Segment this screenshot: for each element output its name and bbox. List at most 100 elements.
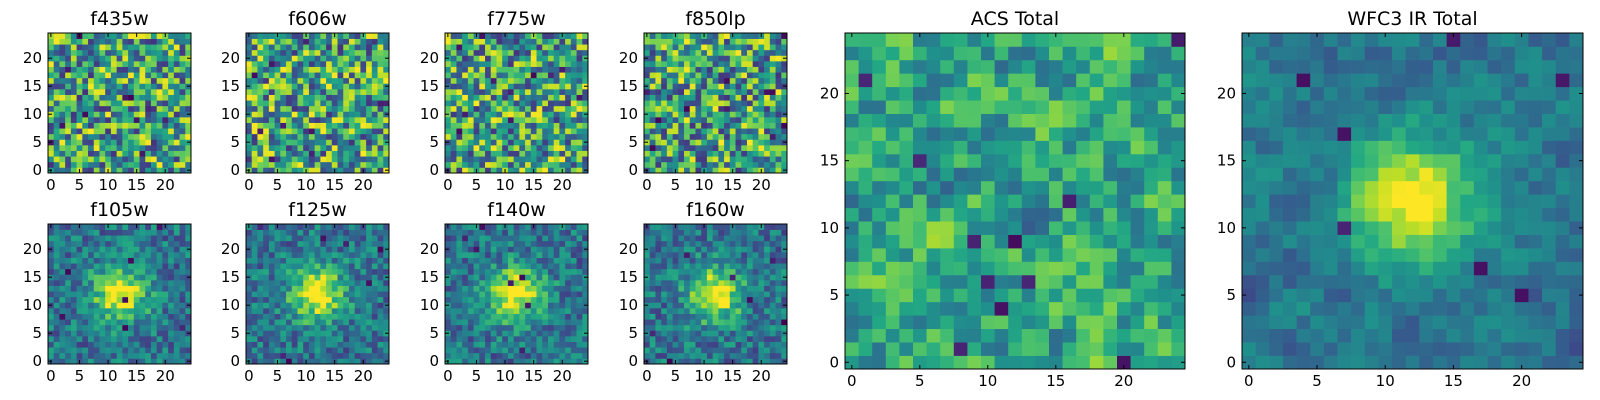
heatmap-cell	[485, 156, 492, 163]
heatmap-cell	[331, 83, 338, 90]
heatmap-cell	[128, 257, 135, 264]
heatmap-cell	[48, 235, 55, 242]
heatmap-cell	[366, 252, 373, 258]
heatmap-cell	[76, 145, 83, 151]
heatmap-cell	[331, 122, 338, 129]
heatmap-cell	[105, 156, 112, 163]
heatmap-cell	[76, 330, 83, 337]
heatmap-cell	[706, 117, 713, 123]
heatmap-cell	[490, 122, 497, 129]
heatmap-cell	[661, 117, 668, 123]
heatmap-cell	[570, 336, 577, 342]
heatmap-cell	[139, 274, 146, 281]
heatmap-cell	[122, 296, 129, 303]
heatmap-cell	[507, 94, 514, 101]
heatmap-cell	[308, 285, 315, 292]
heatmap-cell	[706, 280, 713, 286]
heatmap-cell	[479, 44, 486, 51]
heatmap-cell	[661, 358, 668, 365]
heatmap-cell	[371, 257, 378, 264]
heatmap-cell	[185, 61, 192, 67]
heatmap-cell	[735, 83, 742, 90]
heatmap-cell	[82, 100, 89, 107]
plot-frame	[444, 32, 589, 174]
heatmap-cell	[519, 139, 526, 146]
heatmap-cell	[371, 308, 378, 314]
heatmap-cell	[139, 302, 146, 309]
heatmap-cell	[678, 83, 685, 90]
heatmap-cell	[93, 111, 100, 118]
heatmap-cell	[462, 352, 469, 359]
heatmap-cell	[348, 257, 356, 264]
y-tick-label: 0	[429, 161, 439, 179]
heatmap-cell	[53, 246, 60, 253]
heatmap-cell	[530, 336, 537, 342]
heatmap-cell	[105, 324, 112, 331]
heatmap-cell	[462, 358, 469, 365]
heatmap-cell	[110, 268, 117, 275]
heatmap-cell	[326, 296, 333, 303]
heatmap-cell	[168, 285, 175, 292]
heatmap-cell	[678, 111, 685, 118]
heatmap-cell	[485, 38, 492, 45]
heatmap-cell	[718, 308, 725, 314]
heatmap-cell	[570, 324, 577, 331]
heatmap-cell	[257, 352, 264, 359]
heatmap-cell	[280, 111, 287, 118]
heatmap-cell	[513, 285, 520, 292]
heatmap-cell	[366, 257, 373, 264]
heatmap-cell	[758, 72, 765, 79]
heatmap-cell	[724, 117, 731, 123]
heatmap-cell	[185, 161, 192, 168]
heatmap-cell	[576, 358, 583, 365]
heatmap-cell	[746, 61, 754, 67]
heatmap-cell	[666, 145, 673, 151]
heatmap-cell	[456, 308, 463, 314]
heatmap-cell	[173, 280, 180, 286]
heatmap-cell	[570, 94, 577, 101]
heatmap-cell	[314, 139, 321, 146]
heatmap-cell	[467, 105, 474, 112]
heatmap-cell	[354, 77, 361, 84]
heatmap-cell	[162, 229, 169, 236]
heatmap-cell	[139, 313, 146, 320]
heatmap-cell	[661, 150, 668, 157]
heatmap-cell	[88, 291, 95, 298]
heatmap-cell	[263, 246, 270, 253]
heatmap-cell	[485, 235, 492, 242]
heatmap-cell	[48, 263, 55, 270]
heatmap-cell	[263, 240, 270, 247]
heatmap-cell	[456, 268, 463, 275]
heatmap-cell	[280, 352, 287, 359]
heatmap-cell	[145, 263, 152, 270]
heatmap-cell	[649, 280, 656, 286]
heatmap-cell	[644, 296, 651, 303]
heatmap-cell	[105, 229, 112, 236]
heatmap-cell	[173, 313, 180, 320]
heatmap-cell	[519, 252, 526, 258]
heatmap-cell	[48, 268, 55, 275]
heatmap-cell	[525, 44, 532, 51]
heatmap-cell	[263, 302, 270, 309]
heatmap-cell	[467, 145, 474, 151]
heatmap-cell	[547, 33, 555, 39]
heatmap-cell	[326, 89, 333, 95]
heatmap-cell	[110, 38, 117, 45]
heatmap-cell	[547, 89, 555, 95]
heatmap-cell	[536, 257, 543, 264]
heatmap-cell	[383, 72, 390, 79]
heatmap-cell	[473, 77, 480, 84]
heatmap-cell	[547, 128, 555, 135]
heatmap-cell	[59, 105, 66, 112]
heatmap-cell	[502, 117, 509, 123]
heatmap-cell	[559, 161, 566, 168]
heatmap-cell	[371, 240, 378, 247]
heatmap-cell	[99, 55, 106, 62]
heatmap-cell	[525, 302, 532, 309]
heatmap-cell	[672, 341, 679, 348]
heatmap-cell	[649, 117, 656, 123]
heatmap-cell	[303, 111, 310, 118]
heatmap-cell	[655, 296, 662, 303]
heatmap-cell	[781, 145, 788, 151]
heatmap-cell	[308, 240, 315, 247]
